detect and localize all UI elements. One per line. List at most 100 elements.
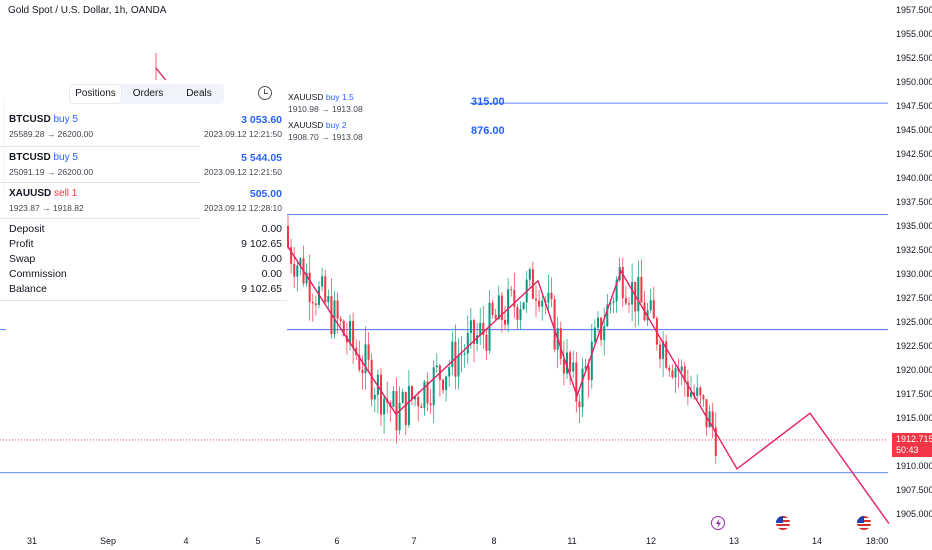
candle-body: [606, 304, 609, 327]
candle-body: [473, 320, 475, 344]
candle-body: [404, 391, 407, 426]
order-side: buy 1.5: [325, 92, 354, 102]
candle-body: [665, 341, 668, 368]
candle-body: [327, 296, 330, 303]
candle-body: [442, 379, 444, 391]
position-row[interactable]: BTCUSD buy 5 3 053.60 25589.28 → 26200.0…: [0, 112, 287, 146]
position-prices: 1923.87 → 1918.82: [9, 203, 84, 213]
position-row[interactable]: XAUUSD sell 1 505.00 1923.87 → 1918.82 2…: [0, 186, 287, 220]
time-axis-label: 13: [729, 536, 739, 546]
position-time: 2023.09.12 12:21:50: [204, 167, 282, 177]
price-axis-label: 1922.500: [896, 341, 932, 351]
order-label-2[interactable]: XAUUSD buy 2: [288, 120, 347, 130]
candle-body: [649, 300, 652, 311]
summary-label: Profit: [9, 238, 34, 250]
order-value-2: 876.00: [471, 125, 505, 137]
tab-positions[interactable]: Positions: [70, 85, 121, 103]
price-axis-label: 1932.500: [896, 245, 932, 255]
time-axis-label: 11: [567, 536, 576, 546]
candle-body: [550, 292, 553, 300]
candle-body: [637, 276, 640, 312]
candle-body: [683, 366, 686, 382]
candle-body: [367, 344, 370, 360]
candle-body: [460, 354, 463, 356]
candle-body: [603, 326, 606, 340]
position-profit: 3 053.60: [241, 114, 282, 126]
position-profit: 5 544.05: [241, 152, 282, 164]
tab-orders[interactable]: Orders: [132, 88, 164, 99]
candle-body: [426, 381, 429, 404]
candle-body: [308, 272, 311, 302]
candle-body: [541, 300, 544, 307]
time-axis-label: Sep: [100, 536, 116, 546]
candle-body: [566, 352, 568, 374]
summary-label: Commission: [9, 268, 67, 280]
position-side: sell 1: [54, 188, 78, 199]
candle-body: [293, 263, 296, 277]
position-row[interactable]: BTCUSD buy 5 5 544.05 25091.19 → 26200.0…: [0, 150, 287, 184]
candle-body: [668, 367, 671, 371]
candle-body: [504, 319, 506, 325]
candle-body: [299, 258, 302, 266]
divider: [0, 300, 287, 301]
current-price-tag: 1912.715 50:43: [892, 433, 932, 457]
position-prices: 25091.19 → 26200.00: [9, 167, 94, 177]
time-axis-label: 31: [27, 536, 37, 546]
zigzag-line: [286, 244, 890, 525]
candle-body: [584, 366, 587, 369]
candle-body: [296, 265, 299, 277]
candle-body: [445, 376, 448, 391]
candle-body: [575, 362, 578, 402]
candle-body: [290, 247, 293, 264]
price-axis-label: 1935.000: [896, 221, 932, 231]
candle-body: [466, 332, 469, 354]
price-axis-label: 1942.500: [896, 149, 932, 159]
price-axis-label: 1915.000: [896, 413, 932, 423]
candle-body: [497, 295, 500, 320]
candle-body: [342, 321, 345, 336]
time-axis-label: 4: [183, 536, 188, 546]
candle-body: [494, 314, 497, 320]
candle-body: [364, 344, 367, 374]
candle-body: [674, 368, 677, 378]
us-flag-event-icon[interactable]: [776, 516, 790, 530]
candle-body: [358, 354, 361, 370]
lightning-event-icon[interactable]: [711, 516, 725, 530]
candle-body: [349, 321, 351, 343]
summary-value: 9 102.65: [241, 238, 282, 250]
divider: [0, 182, 200, 183]
candle-body: [507, 289, 510, 325]
candle-body: [609, 302, 612, 305]
clock-icon[interactable]: [258, 86, 272, 100]
summary-value: 0.00: [261, 253, 282, 265]
candle-body: [597, 317, 599, 328]
candle-body: [578, 401, 581, 408]
price-axis-label: 1907.500: [896, 485, 932, 495]
order-label-1[interactable]: XAUUSD buy 1.5: [288, 92, 354, 102]
time-axis-label: 18:00: [866, 536, 889, 546]
summary-label: Deposit: [9, 223, 45, 235]
candle-body: [333, 300, 336, 335]
candle-body: [690, 392, 692, 397]
candle-body: [411, 386, 413, 400]
position-side: buy 5: [53, 114, 78, 125]
candle-body: [311, 301, 314, 304]
us-flag-event-icon[interactable]: [857, 516, 871, 530]
summary-profit: Profit 9 102.65: [0, 238, 287, 253]
candle-body: [535, 298, 537, 301]
candle-body: [628, 303, 630, 305]
candle-body: [361, 369, 364, 374]
tab-deals[interactable]: Deals: [186, 88, 212, 99]
candle-body: [581, 368, 584, 408]
candle-body: [432, 367, 435, 406]
candle-body: [612, 301, 615, 303]
candle-body: [572, 362, 575, 372]
candle-body: [423, 381, 426, 408]
order-prices-1: 1910.98 → 1913.08: [288, 104, 363, 114]
position-symbol: BTCUSD buy 5: [9, 114, 78, 125]
summary-value: 9 102.65: [241, 283, 282, 295]
candle-body: [407, 386, 410, 426]
candle-body: [547, 292, 550, 303]
